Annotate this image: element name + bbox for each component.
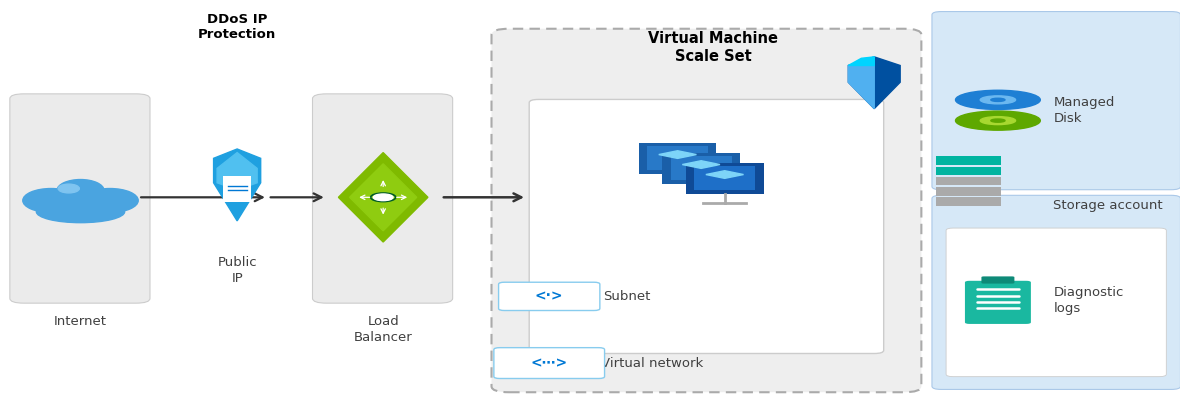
Text: Virtual Machine
Scale Set: Virtual Machine Scale Set — [648, 31, 778, 64]
Text: Storage account: Storage account — [1053, 199, 1163, 212]
FancyBboxPatch shape — [499, 282, 600, 311]
Polygon shape — [350, 164, 416, 231]
Text: <·>: <·> — [534, 289, 563, 303]
Circle shape — [373, 194, 392, 200]
Ellipse shape — [36, 201, 124, 223]
Bar — [937, 177, 1001, 185]
FancyBboxPatch shape — [946, 228, 1167, 377]
FancyBboxPatch shape — [313, 94, 452, 303]
Ellipse shape — [981, 96, 1015, 104]
Polygon shape — [706, 171, 743, 178]
Polygon shape — [848, 57, 901, 109]
FancyBboxPatch shape — [670, 156, 731, 179]
Ellipse shape — [991, 119, 1005, 122]
FancyBboxPatch shape — [982, 276, 1014, 284]
FancyBboxPatch shape — [932, 195, 1180, 390]
FancyBboxPatch shape — [662, 153, 740, 184]
FancyBboxPatch shape — [932, 12, 1180, 190]
Polygon shape — [339, 153, 428, 242]
Ellipse shape — [23, 188, 79, 213]
FancyBboxPatch shape — [10, 94, 150, 303]
Ellipse shape — [57, 179, 104, 202]
Ellipse shape — [991, 98, 1005, 101]
FancyBboxPatch shape — [494, 347, 605, 379]
Polygon shape — [682, 161, 721, 168]
Bar — [937, 197, 1001, 206]
FancyBboxPatch shape — [530, 100, 884, 354]
Text: Public
IP: Public IP — [217, 256, 256, 286]
FancyBboxPatch shape — [694, 166, 755, 190]
Text: Virtual network: Virtual network — [601, 356, 704, 370]
Text: Internet: Internet — [54, 315, 107, 328]
Polygon shape — [214, 149, 261, 221]
Ellipse shape — [981, 117, 1015, 125]
Text: Diagnostic
logs: Diagnostic logs — [1053, 286, 1124, 315]
Ellipse shape — [81, 188, 138, 213]
Bar — [937, 166, 1001, 175]
FancyBboxPatch shape — [686, 163, 764, 194]
FancyBboxPatch shape — [965, 281, 1031, 324]
Ellipse shape — [956, 111, 1040, 130]
Polygon shape — [848, 57, 874, 66]
Ellipse shape — [58, 184, 79, 193]
Polygon shape — [659, 151, 697, 158]
FancyBboxPatch shape — [492, 29, 921, 392]
Ellipse shape — [956, 90, 1040, 109]
Text: Load
Balancer: Load Balancer — [354, 315, 413, 344]
Bar — [937, 156, 1001, 165]
Text: Managed
Disk: Managed Disk — [1053, 96, 1114, 125]
FancyBboxPatch shape — [647, 145, 709, 170]
FancyBboxPatch shape — [638, 143, 717, 174]
FancyBboxPatch shape — [223, 176, 252, 202]
Text: DDoS IP
Protection: DDoS IP Protection — [198, 13, 277, 41]
Polygon shape — [848, 57, 874, 109]
Text: Subnet: Subnet — [604, 290, 650, 303]
Polygon shape — [217, 153, 258, 190]
Text: <⋯>: <⋯> — [531, 356, 568, 370]
Bar — [937, 187, 1001, 196]
